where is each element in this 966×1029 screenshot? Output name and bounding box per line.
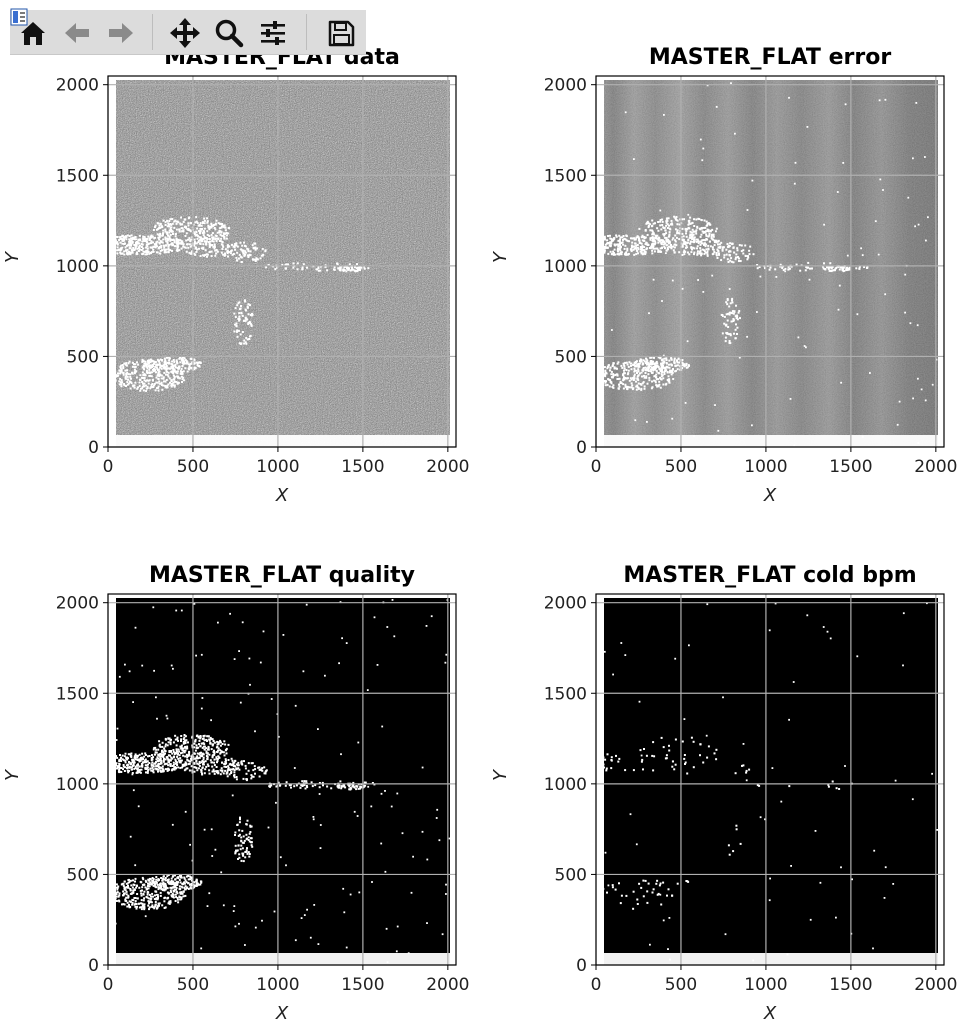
- x-axis-label: X: [275, 1003, 289, 1024]
- y-tick-label: 2000: [544, 594, 587, 614]
- x-tick-label: 2000: [426, 975, 469, 995]
- y-tick-label: 1000: [544, 775, 587, 795]
- y-tick-label: 0: [88, 956, 99, 976]
- panel-title: MASTER_FLAT error: [649, 45, 892, 70]
- x-tick-label: 500: [665, 975, 697, 995]
- toolbar-separator: [306, 14, 307, 50]
- save-button[interactable]: [326, 18, 356, 48]
- x-axis-label: X: [763, 485, 777, 506]
- y-tick-label: 500: [67, 865, 99, 885]
- panel-title: MASTER_FLAT quality: [149, 563, 415, 588]
- panel-cold[interactable]: MASTER_FLAT cold bpm 0 500 1000 1500 2000 0 500…: [490, 563, 957, 1024]
- window-menu-icon[interactable]: [10, 8, 28, 26]
- y-tick-label: 1000: [544, 257, 587, 277]
- floppy-disk-icon: [328, 20, 355, 47]
- x-axis-label: X: [275, 485, 289, 506]
- x-tick-label: 1500: [341, 975, 384, 995]
- y-axis-label: Y: [490, 250, 511, 263]
- x-tick-label: 1500: [341, 457, 384, 477]
- move-arrows-icon: [170, 18, 200, 48]
- x-tick-label: 2000: [914, 457, 957, 477]
- y-axis-label: Y: [2, 250, 23, 263]
- y-tick-label: 2000: [56, 76, 99, 96]
- y-tick-label: 1500: [56, 166, 99, 186]
- panel-quality[interactable]: MASTER_FLAT quality 0 500 1000 1500 2000 0 500 1…: [2, 563, 469, 1024]
- x-tick-label: 0: [591, 457, 602, 477]
- y-tick-label: 2000: [544, 76, 587, 96]
- x-tick-label: 0: [591, 975, 602, 995]
- image-plot: [596, 76, 944, 447]
- x-tick-label: 1000: [256, 975, 299, 995]
- toolbar-separator: [152, 14, 153, 50]
- y-tick-label: 0: [576, 956, 587, 976]
- arrow-left-icon: [65, 23, 89, 43]
- x-tick-label: 2000: [914, 975, 957, 995]
- y-tick-label: 1500: [544, 684, 587, 704]
- y-tick-label: 0: [576, 438, 587, 458]
- x-tick-label: 500: [665, 457, 697, 477]
- x-tick-label: 1500: [829, 457, 872, 477]
- back-button[interactable]: [62, 18, 92, 48]
- magnifier-icon: [215, 19, 244, 48]
- y-tick-label: 0: [88, 438, 99, 458]
- x-tick-label: 0: [103, 975, 114, 995]
- x-axis-label: X: [763, 1003, 777, 1024]
- axes-frame: [107, 75, 457, 448]
- image-plot: [108, 594, 456, 965]
- x-tick-label: 1000: [256, 457, 299, 477]
- x-tick-label: 1000: [744, 457, 787, 477]
- axes-frame: [107, 593, 457, 966]
- y-tick-label: 500: [67, 347, 99, 367]
- configure-subplots-button[interactable]: [258, 18, 288, 48]
- y-tick-label: 1500: [544, 166, 587, 186]
- y-axis-label: Y: [490, 768, 511, 781]
- y-tick-label: 1500: [56, 684, 99, 704]
- x-tick-label: 2000: [426, 457, 469, 477]
- y-tick-label: 1000: [56, 257, 99, 277]
- x-tick-label: 1000: [744, 975, 787, 995]
- sliders-icon: [261, 21, 285, 45]
- image-plot: [108, 76, 456, 447]
- x-tick-label: 500: [177, 457, 209, 477]
- zoom-button[interactable]: [214, 18, 244, 48]
- panel-title: MASTER_FLAT cold bpm: [623, 563, 916, 588]
- y-tick-label: 1000: [56, 775, 99, 795]
- x-tick-label: 0: [103, 457, 114, 477]
- y-axis-label: Y: [2, 768, 23, 781]
- navigation-toolbar: [10, 8, 366, 55]
- axes-frame: [595, 593, 945, 966]
- forward-button[interactable]: [106, 18, 136, 48]
- y-tick-label: 500: [555, 347, 587, 367]
- home-button[interactable]: [18, 18, 48, 48]
- arrow-right-icon: [109, 23, 133, 43]
- y-tick-label: 500: [555, 865, 587, 885]
- x-tick-label: 500: [177, 975, 209, 995]
- home-icon: [21, 22, 45, 45]
- pan-button[interactable]: [170, 18, 200, 48]
- image-plot: [596, 594, 944, 965]
- axes-frame: [595, 75, 945, 448]
- y-tick-label: 2000: [56, 594, 99, 614]
- panel-error[interactable]: MASTER_FLAT error 0 500 1000 1500 2000 0 500 100…: [490, 45, 957, 506]
- x-tick-label: 1500: [829, 975, 872, 995]
